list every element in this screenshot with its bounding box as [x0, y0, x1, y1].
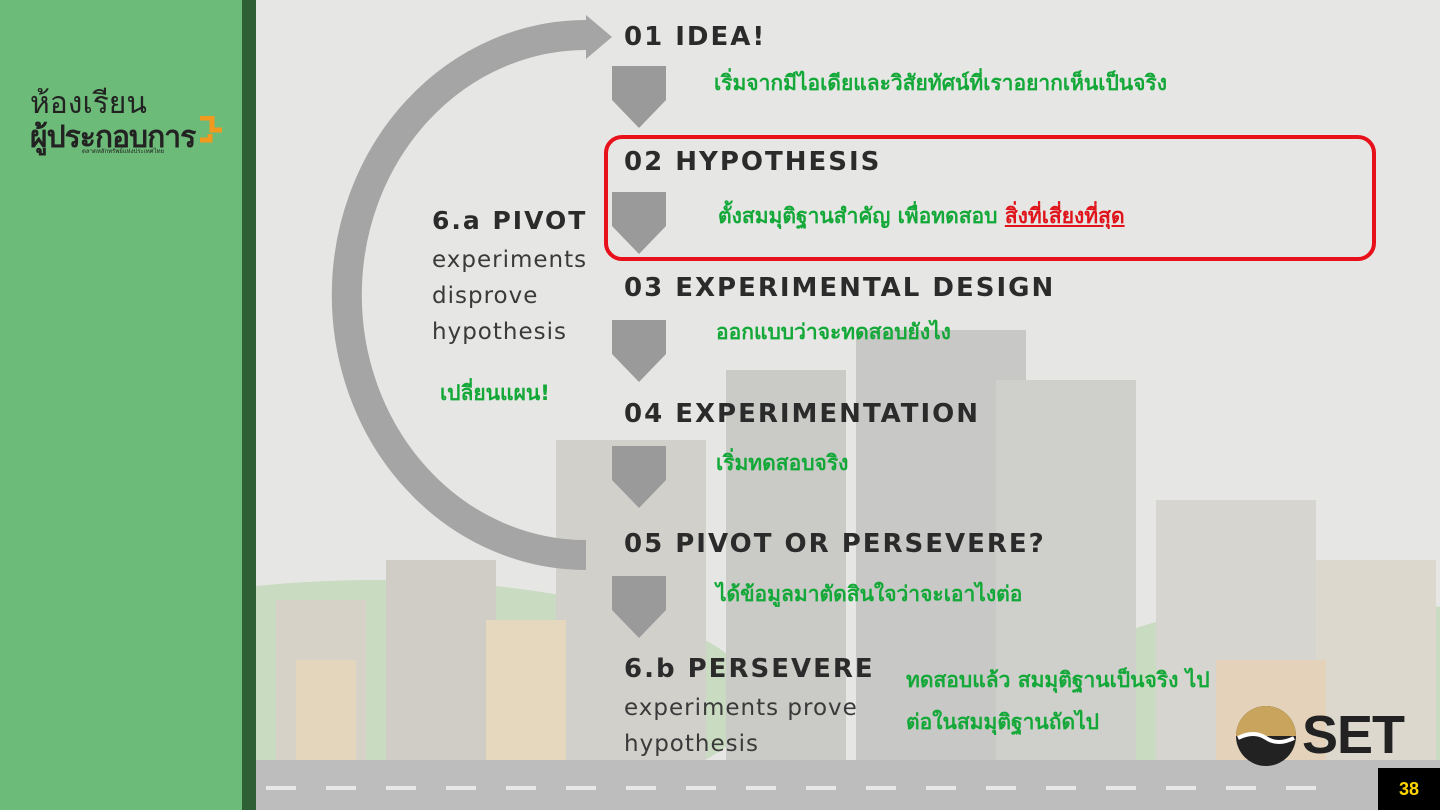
step-2-note-text: ตั้งสมมุติฐานสำคัญ เพื่อทดสอบ — [718, 204, 1005, 228]
step-2-heading: 02 HYPOTHESIS — [624, 147, 882, 177]
set-logo-icon — [1236, 706, 1296, 766]
page-number: 38 — [1378, 768, 1440, 810]
persevere-line-1: experiments prove — [624, 695, 858, 721]
logo-title-line1: ห้องเรียน — [30, 87, 147, 120]
step-arrows — [612, 66, 666, 638]
set-logo-text: SET — [1302, 705, 1405, 765]
sidebar: ห้องเรียน ผู้ประกอบการ ตลาดหลักทรัพย์แห่… — [0, 0, 242, 810]
step-5-note: ได้ข้อมูลมาตัดสินใจว่าจะเอาไงต่อ — [716, 582, 1023, 606]
persevere-note-line-1: ทดสอบแล้ว สมมุติฐานเป็นจริง ไป — [906, 668, 1210, 692]
logo: ห้องเรียน ผู้ประกอบการ ตลาดหลักทรัพย์แห่… — [30, 80, 230, 160]
logo-mark-icon — [200, 116, 222, 143]
logo-subtitle: ตลาดหลักทรัพย์แห่งประเทศไทย — [82, 149, 165, 155]
step-1-heading: 01 IDEA! — [624, 22, 767, 52]
sidebar-stripe — [242, 0, 256, 810]
step-2-note: ตั้งสมมุติฐานสำคัญ เพื่อทดสอบ สิ่งที่เสี… — [718, 200, 1125, 233]
step-4-heading: 04 EXPERIMENTATION — [624, 399, 981, 429]
step-4-note: เริ่มทดสอบจริง — [716, 451, 849, 475]
city-background — [256, 15, 1440, 810]
step-1-note: เริ่มจากมีไอเดียและวิสัยทัศน์ที่เราอยากเ… — [714, 71, 1167, 95]
pivot-note: เปลี่ยนแผน! — [440, 381, 550, 405]
logo-title-line2: ผู้ประกอบการ — [30, 121, 196, 154]
pivot-loop-arrowhead — [586, 15, 612, 59]
persevere-heading: 6.b PERSEVERE — [624, 654, 875, 684]
step-5-heading: 05 PIVOT OR PERSEVERE? — [624, 529, 1046, 559]
slide-canvas — [256, 0, 1440, 810]
set-logo: SET — [1234, 704, 1414, 768]
pivot-line-3: hypothesis — [432, 319, 567, 345]
step-3-heading: 03 EXPERIMENTAL DESIGN — [624, 273, 1056, 303]
pivot-loop-arrow — [331, 20, 587, 570]
persevere-note-line-2: ต่อในสมมุติฐานถัดไป — [906, 710, 1099, 734]
step-2-note-highlight: สิ่งที่เสี่ยงที่สุด — [1004, 204, 1125, 228]
hypothesis-highlight-box — [604, 135, 1376, 261]
step-3-note: ออกแบบว่าจะทดสอบยังไง — [716, 320, 951, 344]
pivot-line-1: experiments — [432, 247, 588, 273]
pivot-heading: 6.a PIVOT — [432, 206, 588, 235]
pivot-line-2: disprove — [432, 283, 539, 309]
persevere-line-2: hypothesis — [624, 731, 759, 757]
